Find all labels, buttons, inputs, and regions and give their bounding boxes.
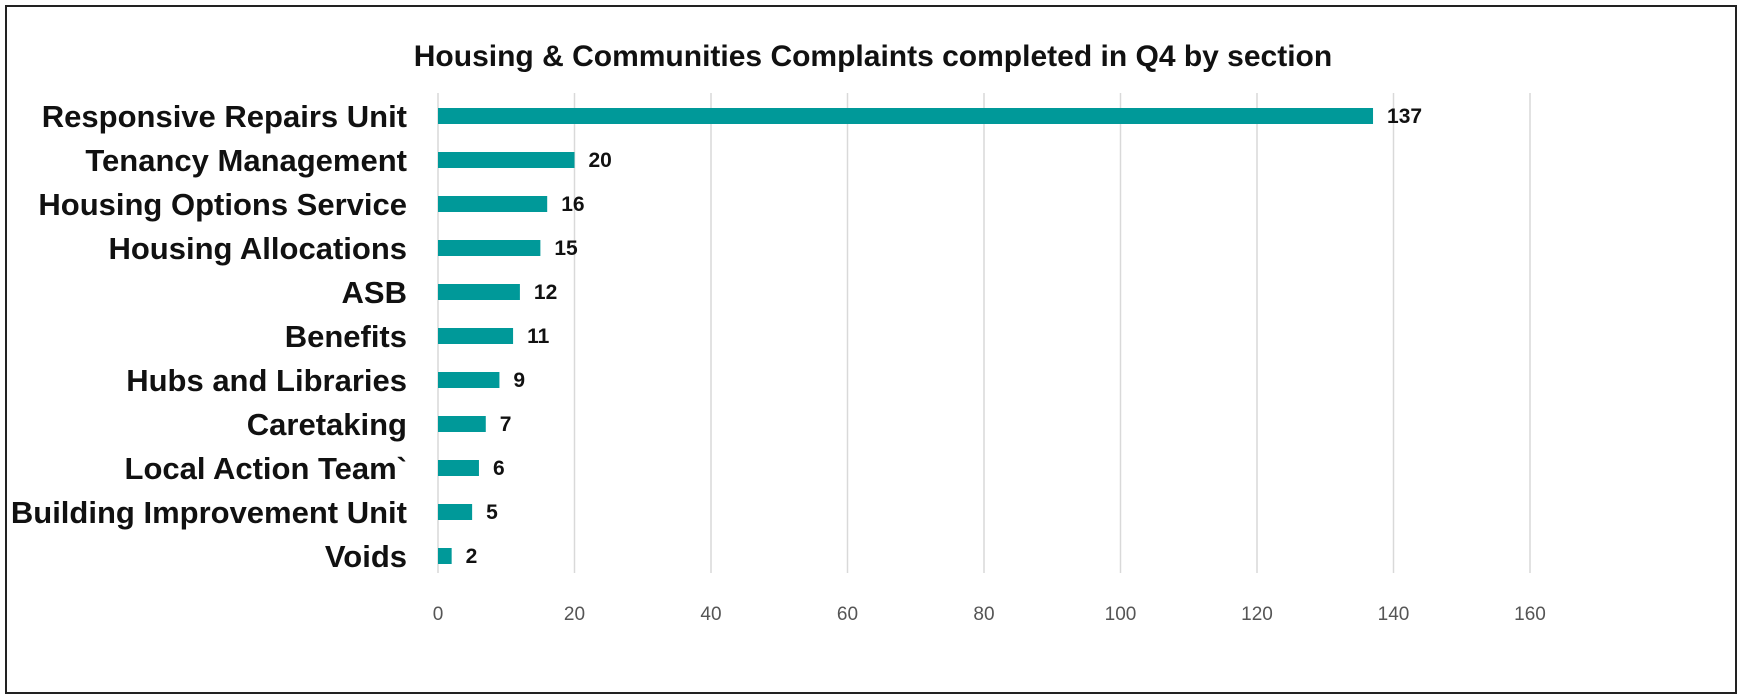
bar — [438, 152, 575, 168]
bars — [438, 108, 1374, 564]
category-label: ASB — [342, 275, 407, 310]
bar — [438, 504, 473, 520]
data-label: 11 — [527, 325, 550, 348]
x-tick-label: 100 — [1105, 604, 1137, 625]
category-label: Local Action Team` — [125, 451, 407, 486]
bar — [438, 416, 486, 432]
x-tick-label: 20 — [564, 604, 585, 625]
data-label: 137 — [1387, 105, 1422, 128]
category-label: Responsive Repairs Unit — [42, 99, 407, 134]
data-label: 12 — [534, 281, 557, 304]
data-label: 15 — [554, 237, 578, 260]
x-tick-label: 0 — [433, 604, 444, 625]
category-label: Voids — [325, 539, 407, 574]
bar — [438, 460, 479, 476]
category-label: Hubs and Libraries — [126, 363, 407, 398]
data-label: 9 — [513, 369, 525, 392]
x-tick-label: 40 — [700, 604, 721, 625]
data-label: 5 — [486, 501, 498, 524]
chart-title: Housing & Communities Complaints complet… — [413, 40, 1333, 73]
category-label: Caretaking — [247, 407, 407, 442]
x-tick-label: 80 — [973, 604, 994, 625]
category-label: Housing Options Service — [38, 187, 407, 222]
category-label: Benefits — [285, 319, 407, 354]
bar — [438, 548, 452, 564]
bar — [438, 328, 514, 344]
data-label: 16 — [561, 193, 584, 216]
data-label: 7 — [500, 413, 512, 436]
data-label: 2 — [466, 545, 478, 568]
bar — [438, 284, 520, 300]
data-label: 20 — [589, 149, 612, 172]
bar — [438, 372, 500, 388]
category-labels: Responsive Repairs Unit Tenancy Managemen… — [11, 99, 407, 574]
bar — [438, 240, 541, 256]
category-label: Housing Allocations — [108, 231, 407, 266]
x-tick-label: 160 — [1514, 604, 1546, 625]
gridlines — [437, 93, 1531, 573]
x-tick-label: 60 — [837, 604, 858, 625]
x-axis-tick-labels: 0 20 40 60 80 100 120 140 160 — [433, 604, 1546, 625]
bar-chart: Responsive Repairs Unit Tenancy Managemen… — [11, 93, 1546, 625]
x-tick-label: 140 — [1378, 604, 1410, 625]
category-label: Building Improvement Unit — [11, 495, 407, 530]
bar — [438, 196, 548, 212]
category-label: Tenancy Management — [85, 143, 407, 178]
bar — [438, 108, 1374, 124]
chart-frame: Housing & Communities Complaints complet… — [5, 5, 1737, 694]
data-label: 6 — [493, 457, 505, 480]
x-tick-label: 120 — [1241, 604, 1273, 625]
